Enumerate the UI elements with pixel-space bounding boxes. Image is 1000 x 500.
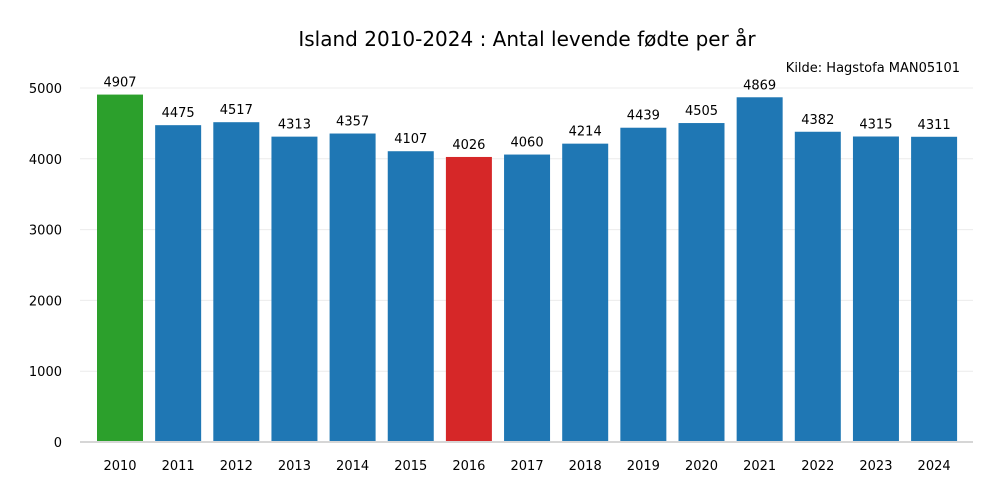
- bar-2014: [329, 133, 376, 442]
- data-label-2020: 4505: [685, 104, 718, 119]
- bar-2016: [445, 156, 492, 442]
- data-label-2022: 4382: [801, 113, 834, 128]
- x-tick-label-2021: 2021: [743, 459, 776, 474]
- bar-2019: [620, 127, 667, 442]
- data-label-2014: 4357: [336, 115, 369, 130]
- data-label-2010: 4907: [103, 76, 136, 91]
- x-tick-label-2022: 2022: [801, 459, 834, 474]
- data-label-2013: 4313: [278, 118, 311, 133]
- bar-2015: [387, 151, 434, 442]
- data-label-2019: 4439: [627, 109, 660, 124]
- bar-2010: [97, 94, 143, 442]
- y-tick-label: 2000: [29, 294, 62, 309]
- data-label-2024: 4311: [918, 118, 951, 133]
- x-tick-label-2018: 2018: [569, 459, 602, 474]
- data-label-2021: 4869: [743, 78, 776, 93]
- bar-2018: [562, 143, 609, 442]
- x-tick-label-2013: 2013: [278, 459, 311, 474]
- chart-title: Island 2010-2024 : Antal levende fødte p…: [298, 27, 756, 51]
- x-tick-label-2014: 2014: [336, 459, 369, 474]
- x-tick-label-2011: 2011: [162, 459, 195, 474]
- data-labels: 4907 4475 4517 4313 4357 4107 4026 4060 4214 4439…: [103, 76, 950, 153]
- data-label-2015: 4107: [394, 132, 427, 147]
- bar-2024: [911, 136, 958, 443]
- data-label-2018: 4214: [569, 125, 602, 140]
- data-label-2017: 4060: [511, 136, 544, 151]
- y-tick-label: 5000: [29, 82, 62, 97]
- y-tick-label: 1000: [29, 365, 62, 380]
- x-tick-label-2024: 2024: [918, 459, 951, 474]
- bar-2017: [504, 154, 551, 442]
- x-tick-label-2016: 2016: [452, 459, 485, 474]
- data-label-2023: 4315: [859, 117, 892, 132]
- data-label-2016: 4026: [452, 138, 485, 153]
- data-label-2011: 4475: [162, 106, 195, 121]
- x-tick-label-2015: 2015: [394, 459, 427, 474]
- x-tick-label-2012: 2012: [220, 459, 253, 474]
- bar-2022: [794, 131, 841, 442]
- bar-2020: [678, 123, 725, 443]
- bars: [97, 94, 958, 443]
- data-label-2012: 4517: [220, 103, 253, 118]
- x-tick-label-2020: 2020: [685, 459, 718, 474]
- x-tick-label-2023: 2023: [859, 459, 892, 474]
- bar-2012: [213, 122, 260, 442]
- bar-2023: [852, 136, 899, 443]
- x-tick-label-2019: 2019: [627, 459, 660, 474]
- y-tick-label: 4000: [29, 153, 62, 168]
- y-axis-ticks: 0 1000 2000 3000 4000 5000: [29, 82, 62, 451]
- y-tick-label: 3000: [29, 224, 62, 239]
- x-tick-label-2010: 2010: [103, 459, 136, 474]
- source-note: Kilde: Hagstofa MAN05101: [786, 61, 960, 76]
- x-tick-label-2017: 2017: [511, 459, 544, 474]
- y-tick-label: 0: [54, 436, 62, 451]
- bar-2021: [736, 97, 783, 442]
- bar-2013: [271, 136, 318, 443]
- bar-2011: [155, 125, 202, 443]
- x-axis-ticks: 2010 2011 2012 2013 2014 2015 2016 2017 2018 2019…: [103, 459, 950, 474]
